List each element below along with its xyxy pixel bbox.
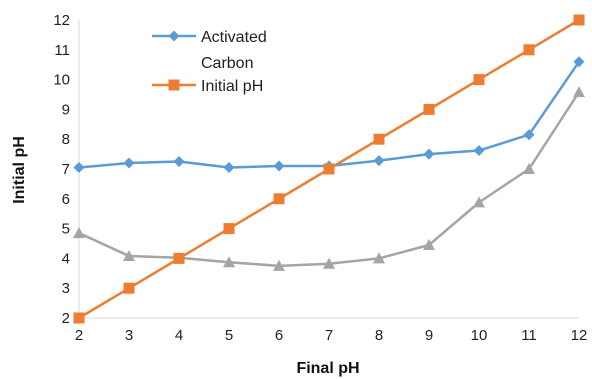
series-1 [73, 14, 585, 324]
data-point [573, 14, 585, 26]
data-point [573, 56, 585, 68]
y-tick-label: 2 [62, 310, 70, 327]
x-tick-label: 8 [375, 327, 383, 344]
y-axis-title: Initial pH [11, 136, 28, 204]
data-point [223, 162, 235, 174]
x-tick-label: 12 [571, 327, 588, 344]
data-point [473, 74, 485, 86]
data-point [523, 44, 535, 56]
legend-label: Carbon [201, 55, 253, 72]
data-point [73, 162, 85, 174]
data-point [173, 252, 185, 264]
x-tick-label: 5 [225, 327, 233, 344]
y-tick-label: 4 [62, 250, 70, 267]
x-tick-label: 6 [275, 327, 283, 344]
x-tick-label: 3 [125, 327, 133, 344]
data-point [323, 257, 335, 269]
data-point [523, 129, 535, 141]
series-2 [73, 86, 585, 271]
data-point [123, 250, 135, 262]
y-tick-label: 3 [62, 280, 70, 297]
legend-label: Activated [201, 29, 267, 46]
legend-entry: Activated Carbon [152, 29, 267, 72]
y-tick-label: 6 [62, 191, 70, 208]
data-point [73, 312, 85, 324]
data-point [473, 145, 485, 157]
y-tick-label: 12 [53, 12, 70, 29]
x-tick-label: 2 [75, 327, 83, 344]
series-line [78, 61, 581, 169]
data-point [373, 155, 385, 167]
legend: Activated Carbon Initial pH [152, 29, 267, 95]
series-line [78, 91, 581, 268]
x-tick-label: 9 [425, 327, 433, 344]
data-point [223, 256, 235, 268]
data-point [173, 156, 185, 168]
data-point [573, 86, 585, 98]
data-point [523, 163, 535, 174]
series-group [73, 14, 585, 324]
data-point [373, 252, 385, 264]
data-point [73, 227, 85, 239]
y-tick-label: 10 [53, 72, 70, 89]
data-point [423, 238, 435, 250]
data-point [273, 259, 285, 271]
legend-marker [168, 30, 180, 42]
data-point [373, 133, 385, 145]
series-0 [73, 56, 585, 174]
data-point [273, 160, 285, 172]
x-tick-label: 11 [521, 327, 537, 344]
legend-label: Initial pH [201, 78, 263, 95]
x-axis-title: Final pH [296, 360, 359, 377]
x-tick-label: 10 [471, 327, 488, 344]
data-point [423, 148, 435, 160]
y-axis-ticks: 2 3 4 5 6 7 8 9 10 11 12 [53, 12, 70, 327]
y-tick-label: 5 [62, 221, 70, 238]
y-tick-label: 8 [62, 131, 70, 148]
data-point [273, 193, 285, 205]
data-point [473, 196, 485, 208]
legend-marker [168, 79, 180, 91]
x-tick-label: 7 [325, 327, 333, 344]
y-tick-label: 9 [62, 101, 70, 118]
data-point [423, 103, 435, 115]
legend-entry: Initial pH [152, 78, 263, 95]
data-point [223, 223, 235, 235]
y-tick-label: 11 [54, 42, 70, 59]
data-point [323, 163, 335, 175]
y-tick-label: 7 [62, 161, 70, 178]
x-axis-ticks: 2 3 4 5 6 7 8 9 10 11 12 [75, 327, 588, 344]
data-point [123, 157, 135, 169]
x-tick-label: 4 [175, 327, 183, 344]
data-point [123, 282, 135, 294]
